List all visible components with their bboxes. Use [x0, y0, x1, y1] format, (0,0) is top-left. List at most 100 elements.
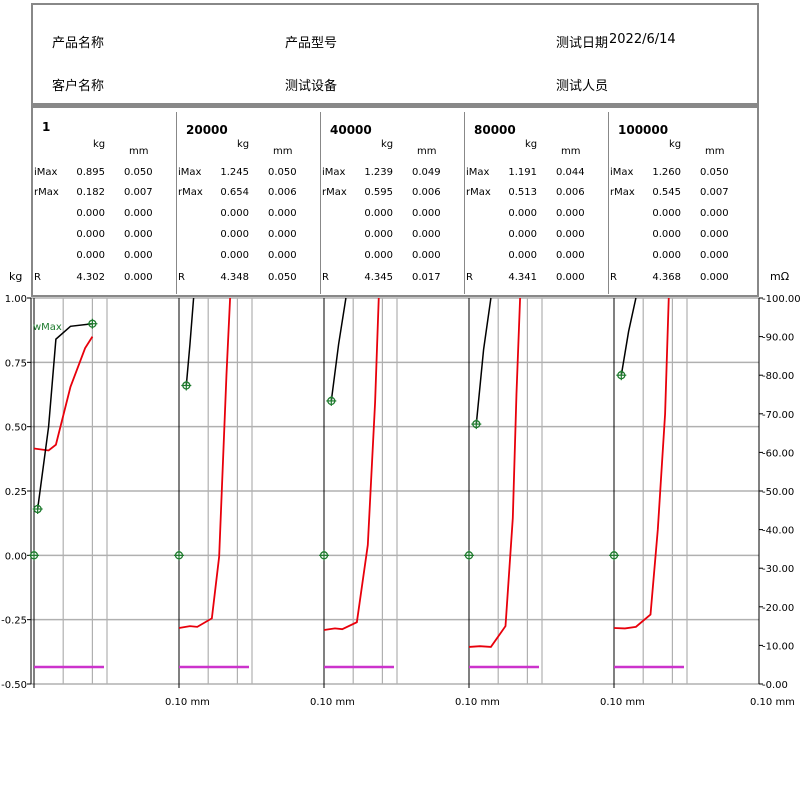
- panel-title: 40000: [330, 123, 372, 137]
- mm-axis-label: 0.10 mm: [310, 697, 355, 708]
- customer-name-label: 客户名称: [52, 79, 105, 94]
- row-label: R: [322, 272, 329, 283]
- kg-value: 4.368: [652, 272, 681, 283]
- mm-value: 0.000: [268, 250, 297, 261]
- mm-axis-label: 0.10 mm: [165, 697, 210, 708]
- mm-axis-label: 0.10 mm: [750, 697, 795, 708]
- mm-value: 0.000: [556, 208, 585, 219]
- mm-value: 0.050: [124, 167, 153, 178]
- row-label: R: [178, 272, 185, 283]
- mm-value: 0.000: [556, 229, 585, 240]
- kg-tick-label: -0.25: [1, 616, 27, 627]
- product-model-label: 产品型号: [285, 36, 338, 51]
- unit-mm-header: mm: [129, 146, 149, 157]
- mm-value: 0.000: [700, 272, 729, 283]
- resistance-series: [178, 297, 231, 629]
- kg-tick-label: 0.25: [5, 487, 27, 498]
- unit-kg-header: kg: [525, 139, 538, 150]
- mm-value: 0.000: [124, 229, 153, 240]
- mm-value: 0.000: [124, 208, 153, 219]
- panel-title: 80000: [474, 123, 516, 137]
- force-series: [185, 297, 195, 386]
- kg-value: 1.191: [508, 167, 537, 178]
- mm-value: 0.000: [124, 272, 153, 283]
- force-series: [475, 297, 492, 425]
- kg-value: 0.000: [220, 250, 249, 261]
- kg-value: 1.239: [364, 167, 393, 178]
- panel-title: 20000: [186, 123, 228, 137]
- unit-kg-header: kg: [381, 139, 394, 150]
- row-label: iMax: [610, 167, 634, 178]
- kg-value: 0.182: [76, 187, 105, 198]
- kg-value: 0.000: [508, 250, 537, 261]
- mm-value: 0.000: [556, 250, 585, 261]
- kg-value: 0.000: [364, 229, 393, 240]
- header-box: [31, 3, 759, 105]
- mm-value: 0.000: [124, 250, 153, 261]
- tester-label: 测试人员: [556, 79, 609, 94]
- mm-value: 0.044: [556, 167, 585, 178]
- kg-value: 0.000: [364, 250, 393, 261]
- mm-value: 0.000: [412, 229, 441, 240]
- kg-tick-label: 1.00: [5, 294, 27, 305]
- resistance-series: [323, 297, 380, 631]
- row-label: iMax: [178, 167, 202, 178]
- right-axis-unit: mΩ: [770, 270, 790, 283]
- mohm-tick-label: -70.00: [762, 410, 794, 421]
- unit-kg-header: kg: [237, 139, 250, 150]
- table-separator: [320, 112, 321, 294]
- kg-value: 0.000: [76, 250, 105, 261]
- row-label: R: [34, 272, 41, 283]
- kg-value: 0.000: [652, 229, 681, 240]
- mohm-tick-label: -100.00: [762, 294, 800, 305]
- kg-value: 4.302: [76, 272, 105, 283]
- mm-axis-label: 0.10 mm: [600, 697, 645, 708]
- kg-value: 0.595: [364, 187, 393, 198]
- force-series: [330, 297, 347, 402]
- row-label: iMax: [34, 167, 58, 178]
- mm-value: 0.007: [124, 187, 153, 198]
- kg-value: 0.000: [508, 208, 537, 219]
- kg-value: 0.000: [76, 229, 105, 240]
- mohm-tick-label: -20.00: [762, 603, 794, 614]
- kg-value: 0.000: [364, 208, 393, 219]
- mohm-tick-label: -10.00: [762, 641, 794, 652]
- row-label: rMax: [466, 187, 491, 198]
- kg-value: 0.545: [652, 187, 681, 198]
- kg-value: 1.260: [652, 167, 681, 178]
- mm-value: 0.007: [700, 187, 729, 198]
- mm-value: 0.000: [700, 250, 729, 261]
- mm-value: 0.049: [412, 167, 441, 178]
- kg-value: 0.654: [220, 187, 249, 198]
- mm-value: 0.000: [700, 229, 729, 240]
- row-label: R: [610, 272, 617, 283]
- mm-value: 0.050: [268, 167, 297, 178]
- left-axis-unit: kg: [9, 270, 23, 283]
- unit-mm-header: mm: [417, 146, 437, 157]
- header-divider: [31, 105, 759, 108]
- table-separator: [464, 112, 465, 294]
- mm-value: 0.000: [556, 272, 585, 283]
- kg-value: 1.245: [220, 167, 249, 178]
- kg-value: 0.000: [220, 208, 249, 219]
- row-label: rMax: [34, 187, 59, 198]
- unit-kg-header: kg: [93, 139, 106, 150]
- mm-value: 0.000: [268, 208, 297, 219]
- row-label: R: [466, 272, 473, 283]
- kg-tick-label: 0.75: [5, 358, 27, 369]
- mm-value: 0.006: [268, 187, 297, 198]
- resistance-series: [613, 297, 670, 630]
- kg-value: 4.348: [220, 272, 249, 283]
- mm-value: 0.000: [268, 229, 297, 240]
- kg-value: 0.895: [76, 167, 105, 178]
- mohm-tick-label: -80.00: [762, 371, 794, 382]
- panel-title: 1: [42, 120, 51, 134]
- kg-value: 4.341: [508, 272, 537, 283]
- wmax-annotation: wMax: [33, 322, 62, 333]
- results-table: [31, 108, 759, 297]
- mohm-tick-label: -40.00: [762, 526, 794, 537]
- product-name-label: 产品名称: [52, 36, 105, 51]
- kg-value: 0.000: [652, 208, 681, 219]
- kg-tick-label: 0.50: [5, 423, 27, 434]
- mm-value: 0.006: [556, 187, 585, 198]
